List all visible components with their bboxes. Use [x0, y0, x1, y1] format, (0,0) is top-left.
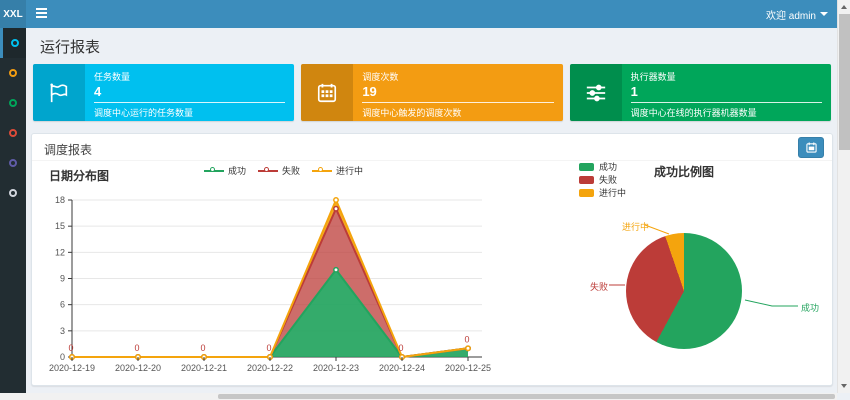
stat-label: 执行器数量	[630, 72, 676, 82]
stat-desc: 调度中心运行的任务数量	[94, 108, 194, 118]
svg-text:2020-12-20: 2020-12-20	[115, 363, 161, 373]
stat-label: 任务数量	[94, 72, 131, 82]
stat-cards-row: 任务数量 4 调度中心运行的任务数量 调度次数 19 调度中心触发的调度次数	[33, 64, 831, 121]
stat-card-executors: 执行器数量 1 调度中心在线的执行器机器数量	[569, 64, 831, 121]
pie-legend-item-成功[interactable]: 成功	[579, 160, 626, 173]
stat-value: 1	[630, 84, 638, 99]
brand-logo[interactable]: XXL	[0, 0, 26, 28]
sliders-icon	[569, 64, 622, 121]
pie-chart-legend: 成功 失败 进行中	[579, 160, 626, 199]
pie-label-fail: 失败	[590, 282, 609, 292]
svg-text:0: 0	[60, 352, 65, 362]
stat-value: 19	[362, 84, 377, 99]
user-menu[interactable]: 欢迎 admin	[766, 0, 828, 28]
welcome-text: 欢迎 admin	[765, 10, 816, 22]
svg-text:0: 0	[68, 343, 73, 353]
pie-legend-item-进行中[interactable]: 进行中	[579, 186, 626, 199]
calendar-icon	[805, 142, 817, 153]
circle-icon	[9, 69, 17, 77]
line-chart-title: 日期分布图	[49, 169, 110, 183]
divider	[630, 102, 822, 103]
date-range-button[interactable]	[798, 137, 824, 158]
hamburger-menu-icon[interactable]	[36, 8, 48, 20]
svg-text:2020-12-24: 2020-12-24	[379, 363, 425, 373]
line-chart-legend: 成功 失败 进行中	[204, 164, 363, 177]
legend-item-成功[interactable]: 成功	[204, 164, 246, 177]
svg-text:0: 0	[266, 343, 271, 353]
circle-icon	[9, 99, 17, 107]
vertical-scrollbar-thumb[interactable]	[839, 14, 850, 150]
horizontal-scrollbar	[0, 393, 837, 400]
pie-label-success: 成功	[801, 303, 820, 313]
stat-card-triggers: 调度次数 19 调度中心触发的调度次数	[301, 64, 563, 121]
svg-text:6: 6	[60, 300, 65, 310]
svg-text:0: 0	[398, 343, 403, 353]
vertical-scrollbar	[837, 0, 850, 393]
horizontal-scrollbar-thumb[interactable]	[218, 394, 835, 399]
page-title: 运行报表	[40, 39, 101, 56]
stat-label: 调度次数	[362, 72, 399, 82]
svg-text:9: 9	[60, 274, 65, 284]
calendar-icon	[301, 64, 354, 121]
panel-header: 调度报表	[32, 134, 832, 161]
legend-item-失败[interactable]: 失败	[258, 164, 300, 177]
sidebar-item-help[interactable]	[0, 178, 26, 208]
chevron-down-icon	[820, 12, 828, 16]
sidebar-item-user[interactable]	[0, 148, 26, 178]
svg-text:3: 3	[60, 326, 65, 336]
circle-icon	[9, 159, 17, 167]
sidebar-item-executor[interactable]	[0, 118, 26, 148]
stat-desc: 调度中心触发的调度次数	[362, 108, 462, 118]
svg-text:2020-12-21: 2020-12-21	[181, 363, 227, 373]
svg-text:2020-12-19: 2020-12-19	[49, 363, 95, 373]
svg-text:2020-12-25: 2020-12-25	[445, 363, 491, 373]
divider	[362, 102, 554, 103]
circle-icon	[9, 189, 17, 197]
success-ratio-pie[interactable]	[626, 233, 742, 349]
stat-value: 4	[94, 84, 102, 99]
pie-label-inprogress: 进行中	[622, 222, 650, 232]
scroll-up-arrow-icon[interactable]	[841, 5, 847, 9]
svg-text:0: 0	[464, 334, 469, 344]
report-panel: 调度报表 日期分布图 成功 失败 进行中 0 3 6 9 12 15 18 0 0 0 0 0 0 2020-…	[31, 133, 833, 386]
flag-icon	[33, 64, 85, 121]
circle-icon	[10, 39, 19, 47]
divider	[94, 102, 286, 103]
svg-text:15: 15	[55, 221, 65, 231]
svg-text:2020-12-23: 2020-12-23	[313, 363, 359, 373]
svg-text:2020-12-22: 2020-12-22	[247, 363, 293, 373]
sidebar	[0, 28, 26, 393]
svg-text:0: 0	[200, 343, 205, 353]
sidebar-item-log[interactable]	[0, 88, 26, 118]
stat-card-jobs: 任务数量 4 调度中心运行的任务数量	[33, 64, 295, 121]
scroll-down-arrow-icon[interactable]	[841, 384, 847, 388]
svg-text:12: 12	[55, 247, 65, 257]
pie-legend-item-失败[interactable]: 失败	[579, 173, 626, 186]
sidebar-item-job[interactable]	[0, 58, 26, 88]
svg-text:0: 0	[134, 343, 139, 353]
pie-chart-title: 成功比例图	[654, 165, 715, 179]
circle-icon	[9, 129, 17, 137]
panel-title: 调度报表	[44, 143, 93, 157]
legend-item-进行中[interactable]: 进行中	[312, 164, 363, 177]
svg-text:18: 18	[55, 195, 65, 205]
stat-desc: 调度中心在线的执行器机器数量	[630, 108, 757, 118]
top-navbar: XXL 欢迎 admin	[0, 0, 850, 28]
sidebar-item-report[interactable]	[0, 28, 26, 58]
